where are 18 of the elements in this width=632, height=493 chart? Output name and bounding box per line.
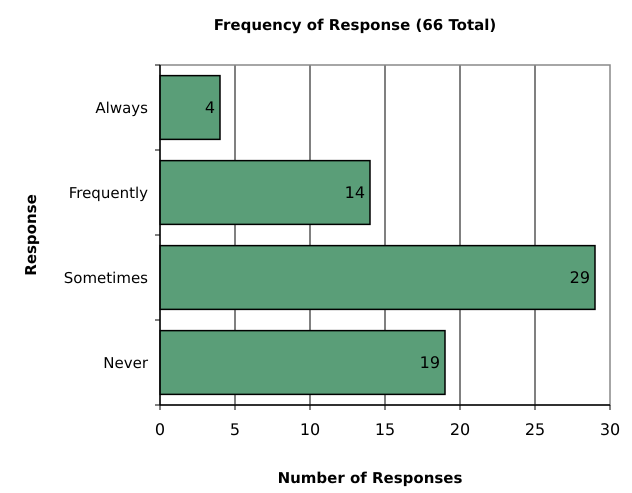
x-tick-label: 0 <box>154 420 166 439</box>
y-tick-label: Frequently <box>68 184 148 202</box>
data-label: 14 <box>344 183 365 202</box>
data-label: 19 <box>420 353 440 372</box>
y-tick-label: Sometimes <box>64 268 148 287</box>
x-tick-label: 5 <box>230 420 240 439</box>
x-tick-label: 30 <box>600 420 620 439</box>
x-tick-label: 10 <box>300 420 320 439</box>
y-tick-label: Never <box>103 354 149 372</box>
x-tick-label: 15 <box>374 420 396 439</box>
data-label: 4 <box>204 98 215 118</box>
y-tick-label: Always <box>95 98 148 117</box>
x-tick-label: 20 <box>450 420 470 439</box>
data-label: 29 <box>570 268 590 288</box>
x-axis-title: Number of Responses <box>278 469 462 487</box>
y-axis-title: Response <box>22 194 40 276</box>
chart-title: Frequency of Response (66 Total) <box>214 16 496 34</box>
x-tick-label: 25 <box>524 420 546 439</box>
